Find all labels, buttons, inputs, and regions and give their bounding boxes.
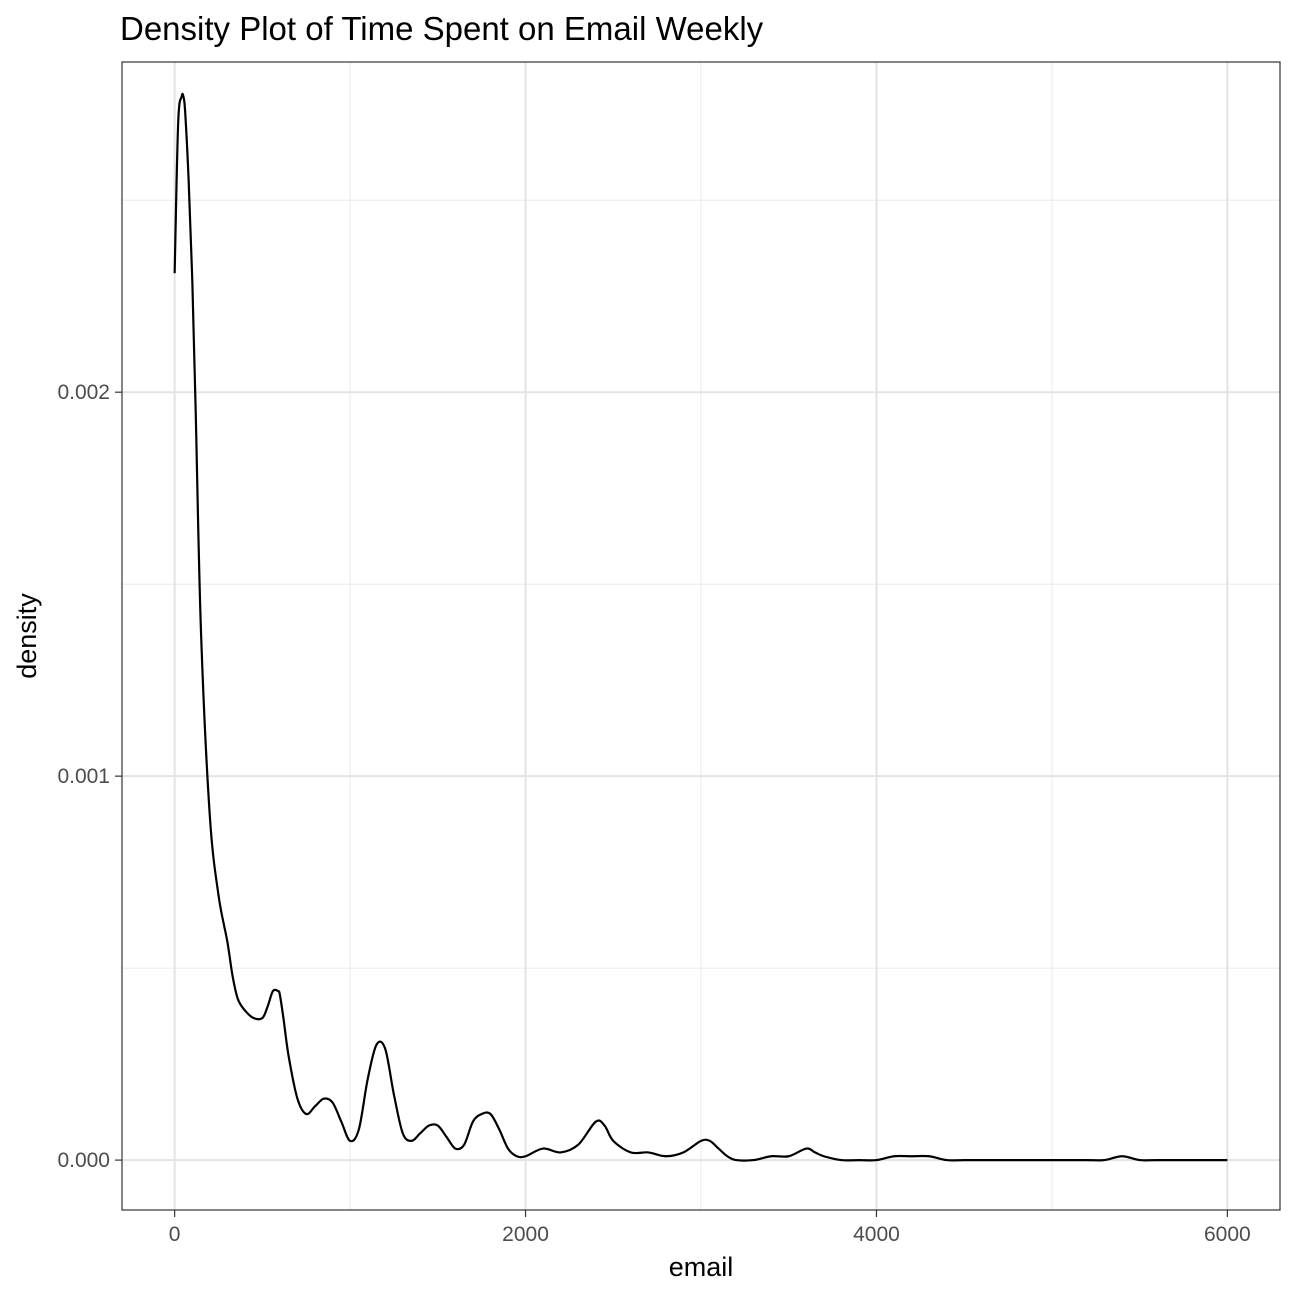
density-line	[173, 92, 1228, 1162]
plot-panel	[121, 61, 1281, 1211]
chart-title: Density Plot of Time Spent on Email Week…	[120, 10, 764, 47]
x-axis-title: email	[669, 1252, 734, 1282]
y-axis: 0.000 0.001 0.002	[57, 381, 122, 1172]
minor-gridlines	[122, 62, 1280, 1210]
y-tick-label: 0.001	[57, 765, 110, 788]
x-axis: 0 2000 4000 6000	[169, 1210, 1251, 1246]
x-tick-label: 4000	[853, 1223, 900, 1246]
major-gridlines	[122, 62, 1280, 1210]
x-tick-label: 0	[169, 1223, 181, 1246]
x-tick-label: 6000	[1204, 1223, 1251, 1246]
y-axis-title: density	[12, 593, 42, 679]
panel-border	[121, 61, 1281, 1211]
y-tick-label: 0.000	[57, 1149, 110, 1172]
x-tick-label: 2000	[502, 1223, 549, 1246]
y-tick-label: 0.002	[57, 381, 110, 404]
